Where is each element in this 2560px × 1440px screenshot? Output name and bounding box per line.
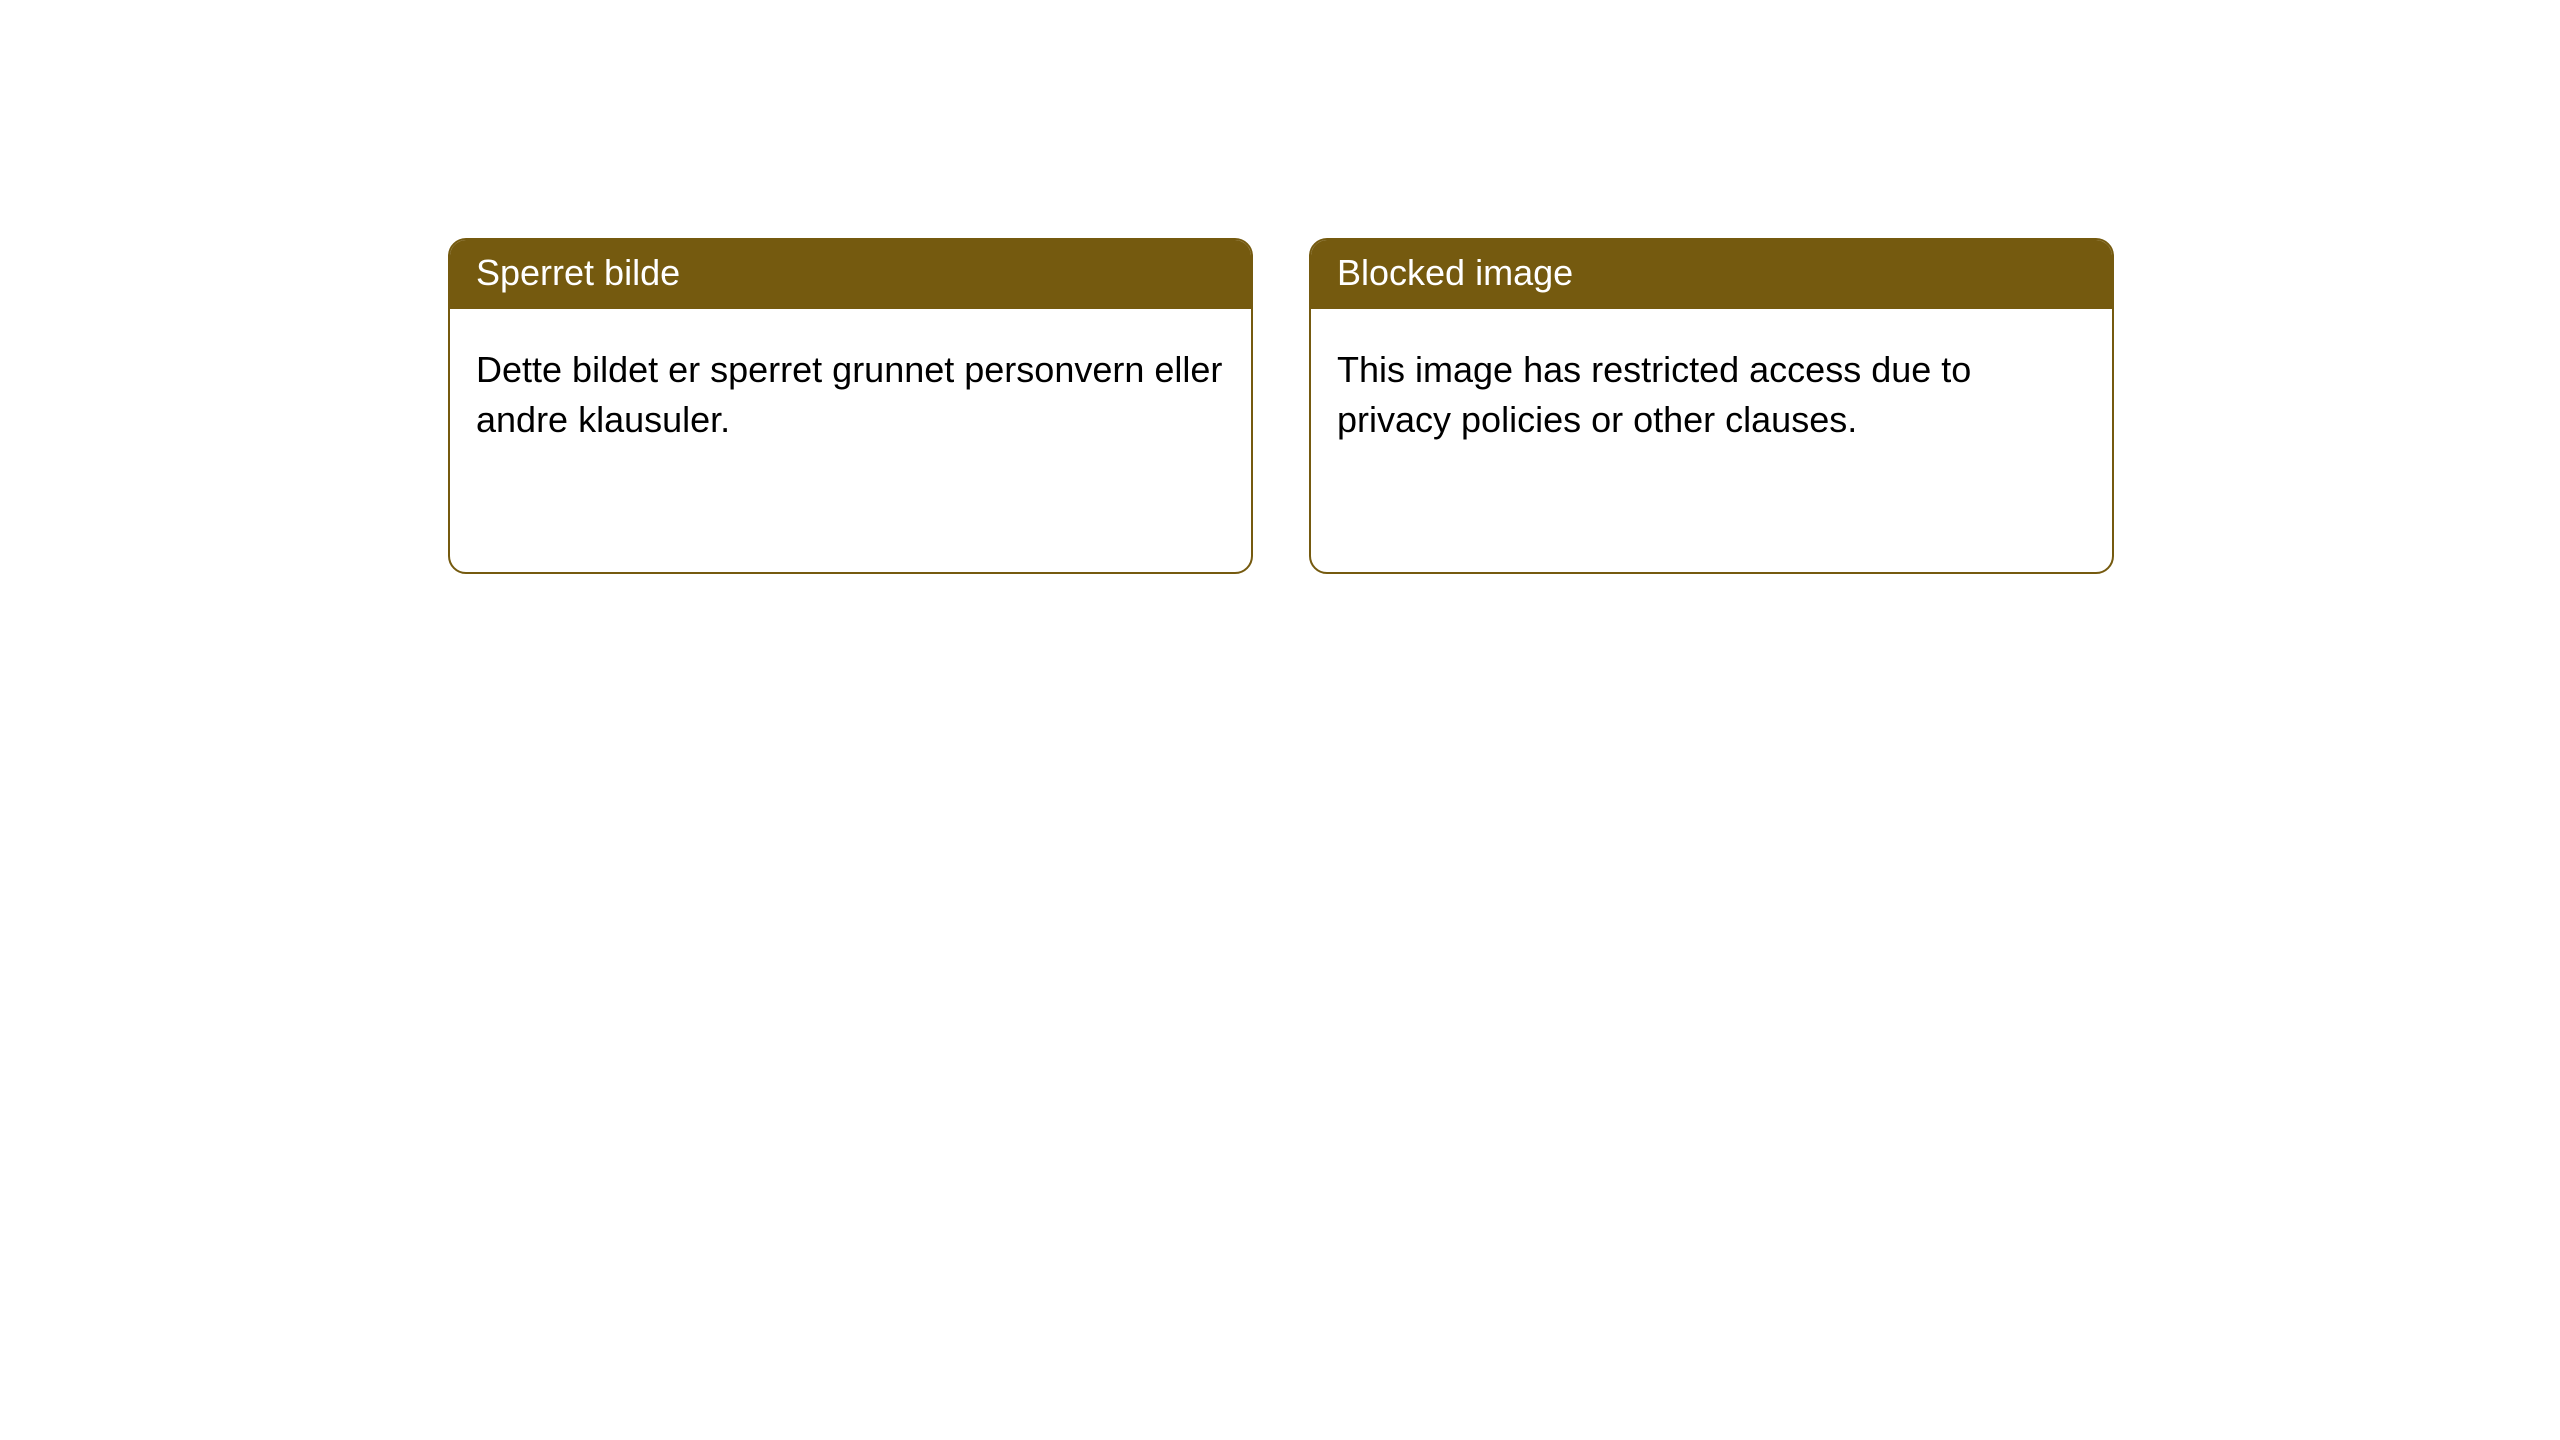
notice-body-text: Dette bildet er sperret grunnet personve…	[476, 349, 1222, 440]
notice-title: Sperret bilde	[476, 252, 680, 293]
notice-container: Sperret bilde Dette bildet er sperret gr…	[0, 0, 2560, 574]
notice-body-english: This image has restricted access due to …	[1311, 309, 2112, 472]
notice-body-norwegian: Dette bildet er sperret grunnet personve…	[450, 309, 1251, 472]
notice-header-english: Blocked image	[1311, 240, 2112, 309]
notice-body-text: This image has restricted access due to …	[1337, 349, 1971, 440]
notice-header-norwegian: Sperret bilde	[450, 240, 1251, 309]
notice-title: Blocked image	[1337, 252, 1573, 293]
notice-card-norwegian: Sperret bilde Dette bildet er sperret gr…	[448, 238, 1253, 574]
notice-card-english: Blocked image This image has restricted …	[1309, 238, 2114, 574]
